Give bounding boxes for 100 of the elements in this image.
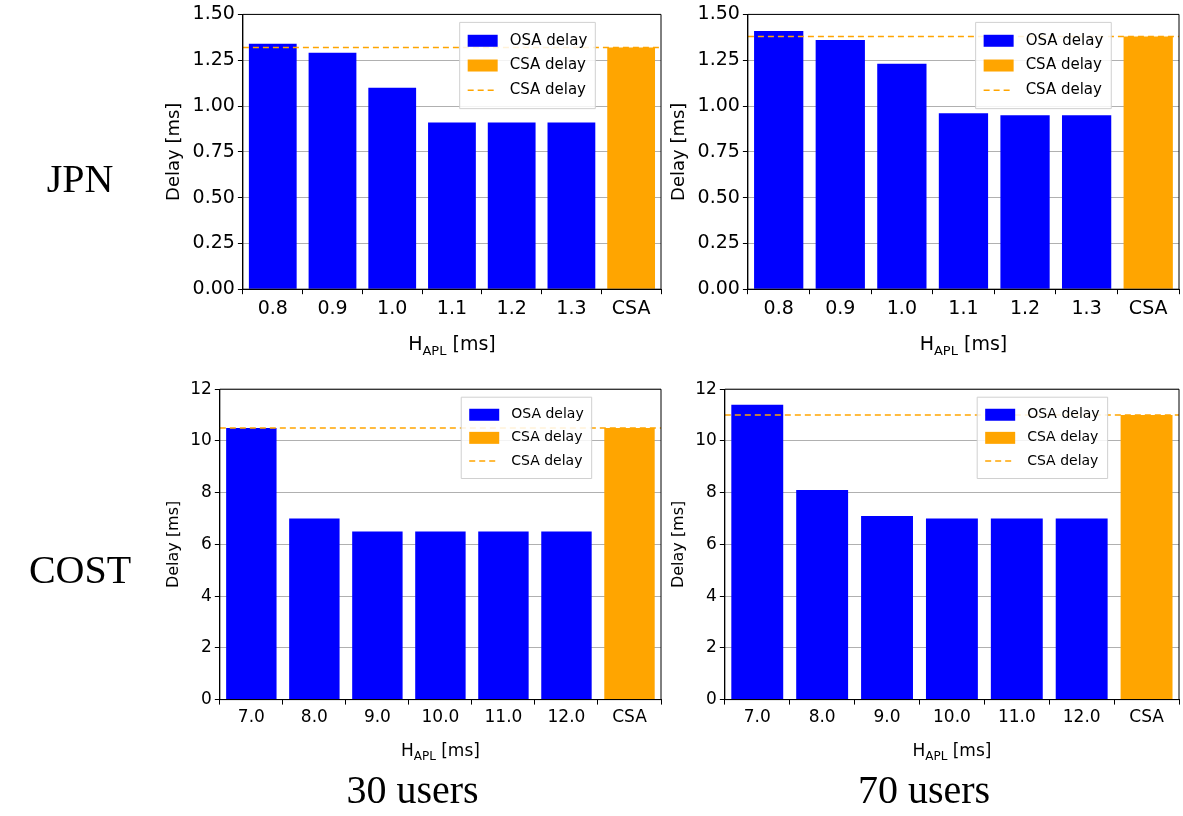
x-tick-label: 10.0 <box>932 706 971 727</box>
x-tick-label: 1.0 <box>886 295 917 318</box>
bar <box>415 531 466 700</box>
x-tick-label: CSA <box>1129 706 1165 727</box>
x-tick-label: 1.3 <box>556 295 587 318</box>
bar <box>352 531 403 700</box>
bar <box>796 490 849 700</box>
y-tick-label: 0.25 <box>697 230 740 253</box>
bar <box>547 122 596 289</box>
y-tick-label: 1.00 <box>697 92 740 115</box>
x-tick-label: 9.0 <box>363 706 391 727</box>
y-tick-label: 0.00 <box>192 276 235 299</box>
bar <box>289 518 340 700</box>
text: 70 users <box>856 766 992 813</box>
y-tick-label: 0.50 <box>192 184 235 207</box>
y-tick-label: 10 <box>695 429 717 450</box>
y-tick-label: 0.50 <box>697 184 740 207</box>
x-tick-label: 9.0 <box>873 706 901 727</box>
bar <box>226 428 277 700</box>
x-tick-label: 12.0 <box>1062 706 1101 727</box>
bar <box>1000 115 1050 289</box>
text: COST <box>27 545 133 594</box>
y-tick-label: 10 <box>190 429 212 450</box>
y-tick-label: 1.25 <box>192 47 235 70</box>
y-tick-label: 12 <box>190 377 212 398</box>
y-tick-label: 2 <box>201 636 212 657</box>
y-tick-label: 6 <box>201 532 212 553</box>
y-axis-title: Delay [ms] <box>162 500 182 589</box>
y-tick-label: 0 <box>201 688 212 709</box>
y-tick-label: 0.25 <box>192 230 235 253</box>
x-tick-label: 0.8 <box>257 295 288 318</box>
legend-label: OSA delay <box>511 405 584 422</box>
y-axis-title: Delay [ms] <box>667 500 687 589</box>
legend-label: OSA delay <box>1027 405 1100 422</box>
x-tick-label: 1.3 <box>1071 295 1102 318</box>
x-tick-label: 10.0 <box>421 706 460 727</box>
bar <box>731 404 784 700</box>
y-tick-label: 4 <box>201 584 212 605</box>
bar <box>815 40 865 289</box>
bar <box>428 122 476 289</box>
x-tick-label: 7.0 <box>237 706 265 727</box>
x-tick-label: 1.1 <box>948 295 979 318</box>
legend-label: OSA delay <box>1025 30 1104 49</box>
x-tick-label: 0.9 <box>317 295 348 318</box>
y-tick-label: 0.75 <box>192 138 235 161</box>
y-tick-label: 1.50 <box>192 1 235 24</box>
y-tick-label: 8 <box>706 481 717 502</box>
x-tick-label: 1.0 <box>377 295 408 318</box>
y-tick-label: 0.75 <box>697 138 740 161</box>
y-axis-title: Delay [ms] <box>667 102 689 201</box>
legend-label: CSA delay <box>509 80 587 99</box>
x-tick-label: 7.0 <box>743 706 771 727</box>
bar <box>478 531 529 700</box>
legend-label: CSA delay <box>511 451 583 468</box>
y-tick-label: 6 <box>706 532 717 553</box>
y-tick-label: 0 <box>706 688 717 709</box>
x-tick-label: 1.2 <box>1009 295 1041 318</box>
legend-label: CSA delay <box>511 428 583 445</box>
bar <box>990 518 1043 700</box>
x-tick-label: 8.0 <box>808 706 836 727</box>
y-tick-label: 12 <box>695 377 717 398</box>
y-tick-label: 1.50 <box>697 1 740 24</box>
y-tick-label: 1.00 <box>192 92 235 115</box>
x-tick-label: 8.0 <box>300 706 328 727</box>
legend-label: CSA delay <box>1027 428 1099 445</box>
bar <box>1061 115 1112 289</box>
y-tick-label: 8 <box>201 481 212 502</box>
bar <box>877 63 927 289</box>
bar <box>487 122 536 289</box>
y-tick-label: 4 <box>706 584 717 605</box>
y-tick-label: 2 <box>706 636 717 657</box>
legend-label: CSA delay <box>1025 80 1103 99</box>
bar <box>368 87 417 289</box>
text: 30 users <box>345 766 480 813</box>
legend-label: OSA delay <box>509 30 588 49</box>
x-tick-label: CSA <box>1128 295 1168 318</box>
bar <box>1055 518 1108 700</box>
x-tick-label: 0.9 <box>825 295 856 318</box>
bar <box>754 30 804 289</box>
x-tick-label: 12.0 <box>547 706 586 727</box>
bar <box>938 113 989 289</box>
bar <box>541 531 592 700</box>
text: JPN <box>45 154 115 203</box>
y-tick-label: 1.25 <box>697 47 740 70</box>
x-tick-label: CSA <box>612 706 648 727</box>
y-axis-title: Delay [ms] <box>162 102 184 201</box>
legend-label: CSA delay <box>1025 55 1103 74</box>
legend-label: CSA delay <box>509 55 587 74</box>
bar <box>248 43 297 289</box>
bar <box>308 52 357 289</box>
legend-label: CSA delay <box>1027 451 1099 468</box>
x-tick-label: CSA <box>611 295 651 318</box>
bar <box>861 515 913 700</box>
x-tick-label: 11.0 <box>997 706 1036 727</box>
bar <box>925 518 978 700</box>
x-tick-label: 11.0 <box>484 706 523 727</box>
x-tick-label: 1.1 <box>436 295 468 318</box>
y-tick-label: 0.00 <box>697 276 740 299</box>
x-tick-label: 1.2 <box>496 295 527 318</box>
x-tick-label: 0.8 <box>763 295 794 318</box>
